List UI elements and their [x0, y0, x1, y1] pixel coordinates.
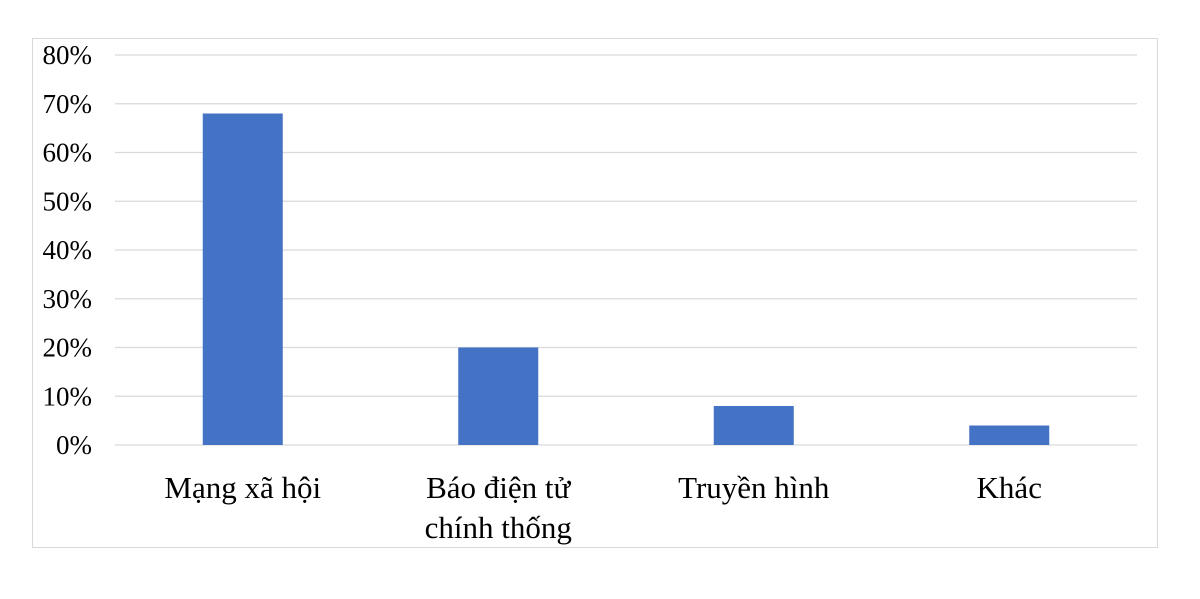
x-category-label: Truyền hình	[678, 470, 830, 505]
x-axis-categories: Mạng xã hội Báo điện tử chính thống Truyền …	[164, 470, 1042, 545]
y-tick-label: 60%	[43, 138, 93, 168]
y-tick-label: 70%	[43, 89, 93, 119]
y-tick-label: 20%	[43, 333, 93, 363]
y-axis-ticks: 0% 10% 20% 30% 40% 50% 60% 70% 80%	[43, 40, 93, 460]
bar	[458, 347, 539, 445]
x-category-label: Báo điện tử chính thống	[425, 470, 572, 545]
y-tick-label: 50%	[43, 186, 93, 216]
y-tick-label: 0%	[56, 430, 92, 460]
y-tick-label: 30%	[43, 284, 93, 314]
gridlines	[115, 54, 1137, 446]
bars	[202, 113, 1050, 445]
y-tick-label: 80%	[43, 40, 93, 70]
x-category-label: Khác	[977, 470, 1042, 505]
bar	[202, 113, 283, 445]
bar	[713, 406, 794, 445]
y-tick-label: 10%	[43, 381, 93, 411]
y-tick-label: 40%	[43, 235, 93, 265]
x-category-label: Mạng xã hội	[164, 470, 321, 505]
bar	[969, 425, 1050, 445]
